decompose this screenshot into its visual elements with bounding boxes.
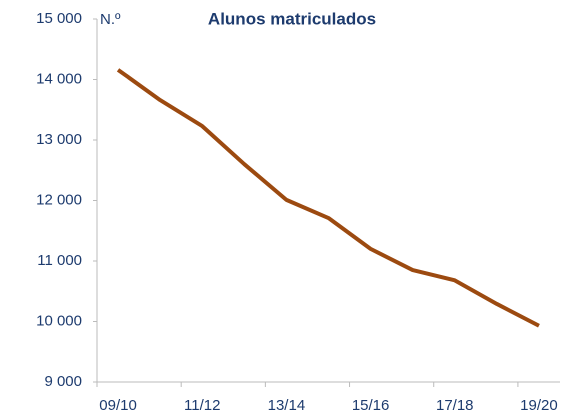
y-tick-label: 15 000 — [36, 10, 82, 27]
x-tick-label: 09/10 — [99, 397, 137, 414]
y-tick-label: 12 000 — [36, 191, 82, 208]
y-tick-label: 9 000 — [44, 373, 82, 390]
y-axis-label: N.º — [100, 11, 121, 28]
y-tick-label: 10 000 — [36, 312, 82, 329]
x-tick-label: 19/20 — [520, 397, 558, 414]
y-tick-label: 11 000 — [37, 252, 82, 269]
x-tick-label: 17/18 — [436, 397, 474, 414]
y-tick-label: 13 000 — [36, 131, 82, 148]
x-tick-label: 11/12 — [184, 397, 220, 414]
x-tick-label: 13/14 — [268, 397, 306, 414]
data-line — [116, 68, 540, 328]
x-tick-label: 15/16 — [352, 397, 390, 414]
chart-title: Alunos matriculados — [208, 9, 376, 28]
y-tick-label: 14 000 — [36, 70, 82, 87]
